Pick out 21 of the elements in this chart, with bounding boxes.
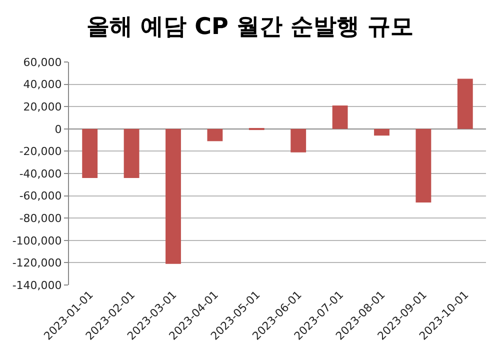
bar [82,128,98,178]
bar [207,128,223,142]
y-tick-label: -80,000 [19,212,62,225]
bar [332,105,348,129]
y-tick-label: -20,000 [19,145,62,158]
bar [416,128,432,202]
bar [457,78,473,129]
y-tick-label: -60,000 [19,190,62,203]
y-tick-label: -100,000 [12,234,62,248]
chart-title: 올해 예담 CP 월간 순발행 규모 [86,14,414,40]
y-tick-label: -120,000 [12,256,62,270]
y-tick-label: -40,000 [19,167,62,180]
y-tick-label: 0 [54,122,62,136]
y-tick-label: 20,000 [23,100,62,114]
y-tick-label: -140,000 [12,278,62,292]
bar [290,128,306,152]
y-tick-label: 60,000 [23,56,62,69]
y-tick-label: 40,000 [23,78,62,92]
bar [124,128,140,178]
bar [374,128,390,136]
bar [166,128,181,264]
